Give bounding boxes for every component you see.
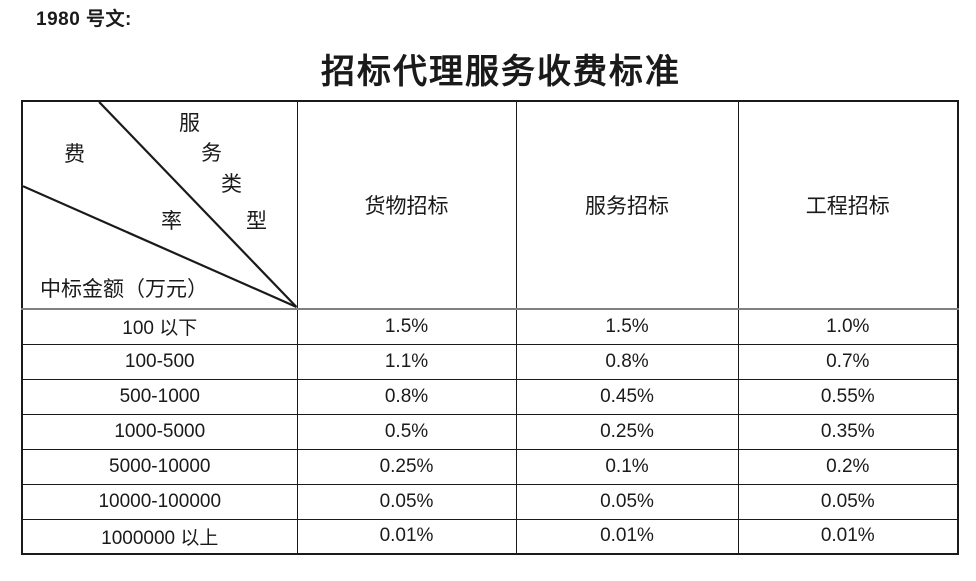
table-cell: 0.05%: [737, 483, 959, 520]
table-cell: 1.1%: [296, 343, 517, 380]
corner-fee-char: 率: [161, 209, 182, 233]
corner-type-char: 类: [221, 172, 242, 196]
row-range-label: 100-500: [21, 343, 298, 380]
table-row: 100-500 1.1% 0.8% 0.7%: [21, 343, 959, 380]
row-range-label: 5000-10000: [21, 448, 298, 485]
table-corner-cell: 服 务 类 型 费 率 中标金额（万元）: [21, 100, 298, 310]
table-row: 5000-10000 0.25% 0.1% 0.2%: [21, 448, 959, 485]
table-cell: 1.0%: [737, 308, 959, 345]
row-range-label: 100 以下: [21, 308, 298, 345]
table-cell: 0.25%: [515, 413, 739, 450]
page-title: 招标代理服务收费标准: [321, 54, 681, 91]
column-header-goods: 货物招标: [296, 100, 517, 310]
table-cell: 0.05%: [296, 483, 517, 520]
table-cell: 0.2%: [737, 448, 959, 485]
table-cell: 0.01%: [515, 518, 739, 555]
fee-standard-table: 服 务 类 型 费 率 中标金额（万元） 货物招标 服务招标 工程招标 100 …: [21, 100, 959, 555]
table-cell: 0.35%: [737, 413, 959, 450]
column-header-services: 服务招标: [515, 100, 739, 310]
corner-fee-char: 费: [64, 142, 85, 166]
table-cell: 0.7%: [737, 343, 959, 380]
table-cell: 0.01%: [737, 518, 959, 555]
table-cell: 0.1%: [515, 448, 739, 485]
table-row: 500-1000 0.8% 0.45% 0.55%: [21, 378, 959, 415]
table-row: 1000000 以上 0.01% 0.01% 0.01%: [21, 518, 959, 555]
table-header-row: 服 务 类 型 费 率 中标金额（万元） 货物招标 服务招标 工程招标: [21, 100, 959, 310]
corner-type-char: 服: [179, 111, 200, 135]
table-cell: 0.55%: [737, 378, 959, 415]
row-range-label: 1000-5000: [21, 413, 298, 450]
table-row: 100 以下 1.5% 1.5% 1.0%: [21, 308, 959, 345]
diagonal-divider-lines: [23, 102, 297, 308]
table-cell: 0.45%: [515, 378, 739, 415]
table-cell: 0.05%: [515, 483, 739, 520]
table-cell: 1.5%: [515, 308, 739, 345]
table-row: 10000-100000 0.05% 0.05% 0.05%: [21, 483, 959, 520]
column-header-engineering: 工程招标: [737, 100, 959, 310]
row-range-label: 10000-100000: [21, 483, 298, 520]
table-row: 1000-5000 0.5% 0.25% 0.35%: [21, 413, 959, 450]
table-cell: 0.25%: [296, 448, 517, 485]
table-cell: 0.01%: [296, 518, 517, 555]
corner-type-char: 务: [201, 141, 222, 165]
corner-type-char: 型: [246, 209, 267, 233]
table-cell: 1.5%: [296, 308, 517, 345]
table-cell: 0.8%: [296, 378, 517, 415]
row-range-label: 500-1000: [21, 378, 298, 415]
row-axis-label: 中标金额（万元）: [40, 278, 208, 301]
row-range-label: 1000000 以上: [21, 518, 298, 555]
table-cell: 0.8%: [515, 343, 739, 380]
table-cell: 0.5%: [296, 413, 517, 450]
doc-ref-label: 1980 号文:: [36, 9, 132, 30]
